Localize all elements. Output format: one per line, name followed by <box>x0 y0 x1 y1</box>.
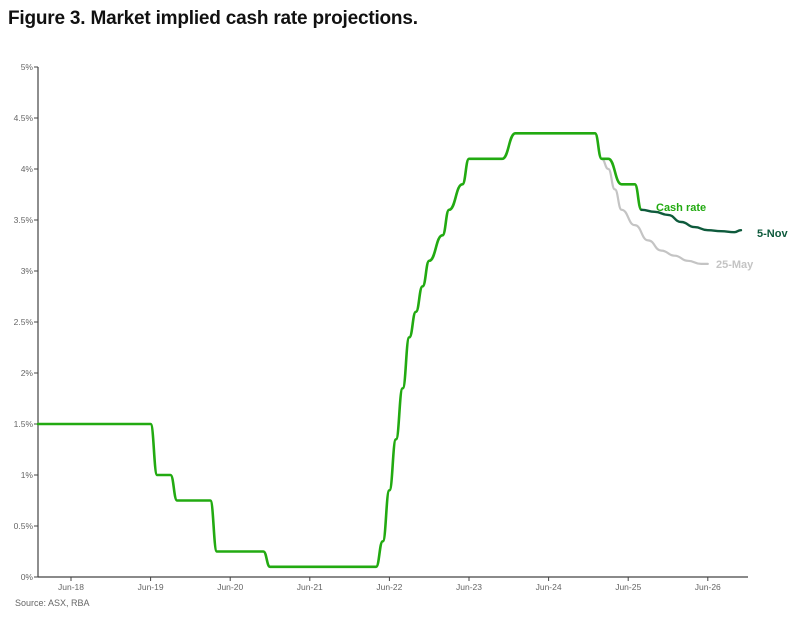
source-note: Source: ASX, RBA <box>15 598 90 608</box>
x-tick-label: Jun-23 <box>456 582 482 592</box>
series-cash-rate-line <box>36 131 643 569</box>
y-tick-label: 4% <box>21 164 34 174</box>
y-tick-label: 0.5% <box>14 521 34 531</box>
cash-rate-label: Cash rate <box>656 202 706 214</box>
chart-title: Figure 3. Market implied cash rate proje… <box>8 8 418 29</box>
x-tick-label: Jun-21 <box>297 582 323 592</box>
series-25-may-line <box>600 157 709 265</box>
x-tick-label: Jun-20 <box>217 582 243 592</box>
series-5-nov-line <box>640 208 743 234</box>
nov-label: 5-Nov <box>757 228 788 240</box>
may-label: 25-May <box>716 259 754 271</box>
y-tick-label: 5% <box>21 62 34 72</box>
x-tick-label: Jun-18 <box>58 582 84 592</box>
x-tick-label: Jun-22 <box>376 582 402 592</box>
x-tick-label: Jun-24 <box>536 582 562 592</box>
x-tick-label: Jun-26 <box>695 582 721 592</box>
x-tick-label: Jun-25 <box>615 582 641 592</box>
x-ticks: Jun-18 Jun-19 Jun-20 Jun-21 Jun-22 Jun-23 Jun-… <box>58 577 721 592</box>
y-tick-label: 1.5% <box>14 419 34 429</box>
y-tick-label: 2% <box>21 368 34 378</box>
y-ticks: 0% 0.5% 1% 1.5% 2% 2.5% 3% 3.5% 4% 4.5% 5% <box>14 62 38 582</box>
y-tick-label: 2.5% <box>14 317 34 327</box>
y-tick-label: 1% <box>21 470 34 480</box>
y-tick-label: 4.5% <box>14 113 34 123</box>
y-tick-label: 3% <box>21 266 34 276</box>
x-tick-label: Jun-19 <box>138 582 164 592</box>
y-tick-label: 3.5% <box>14 215 34 225</box>
y-tick-label: 0% <box>21 572 34 582</box>
